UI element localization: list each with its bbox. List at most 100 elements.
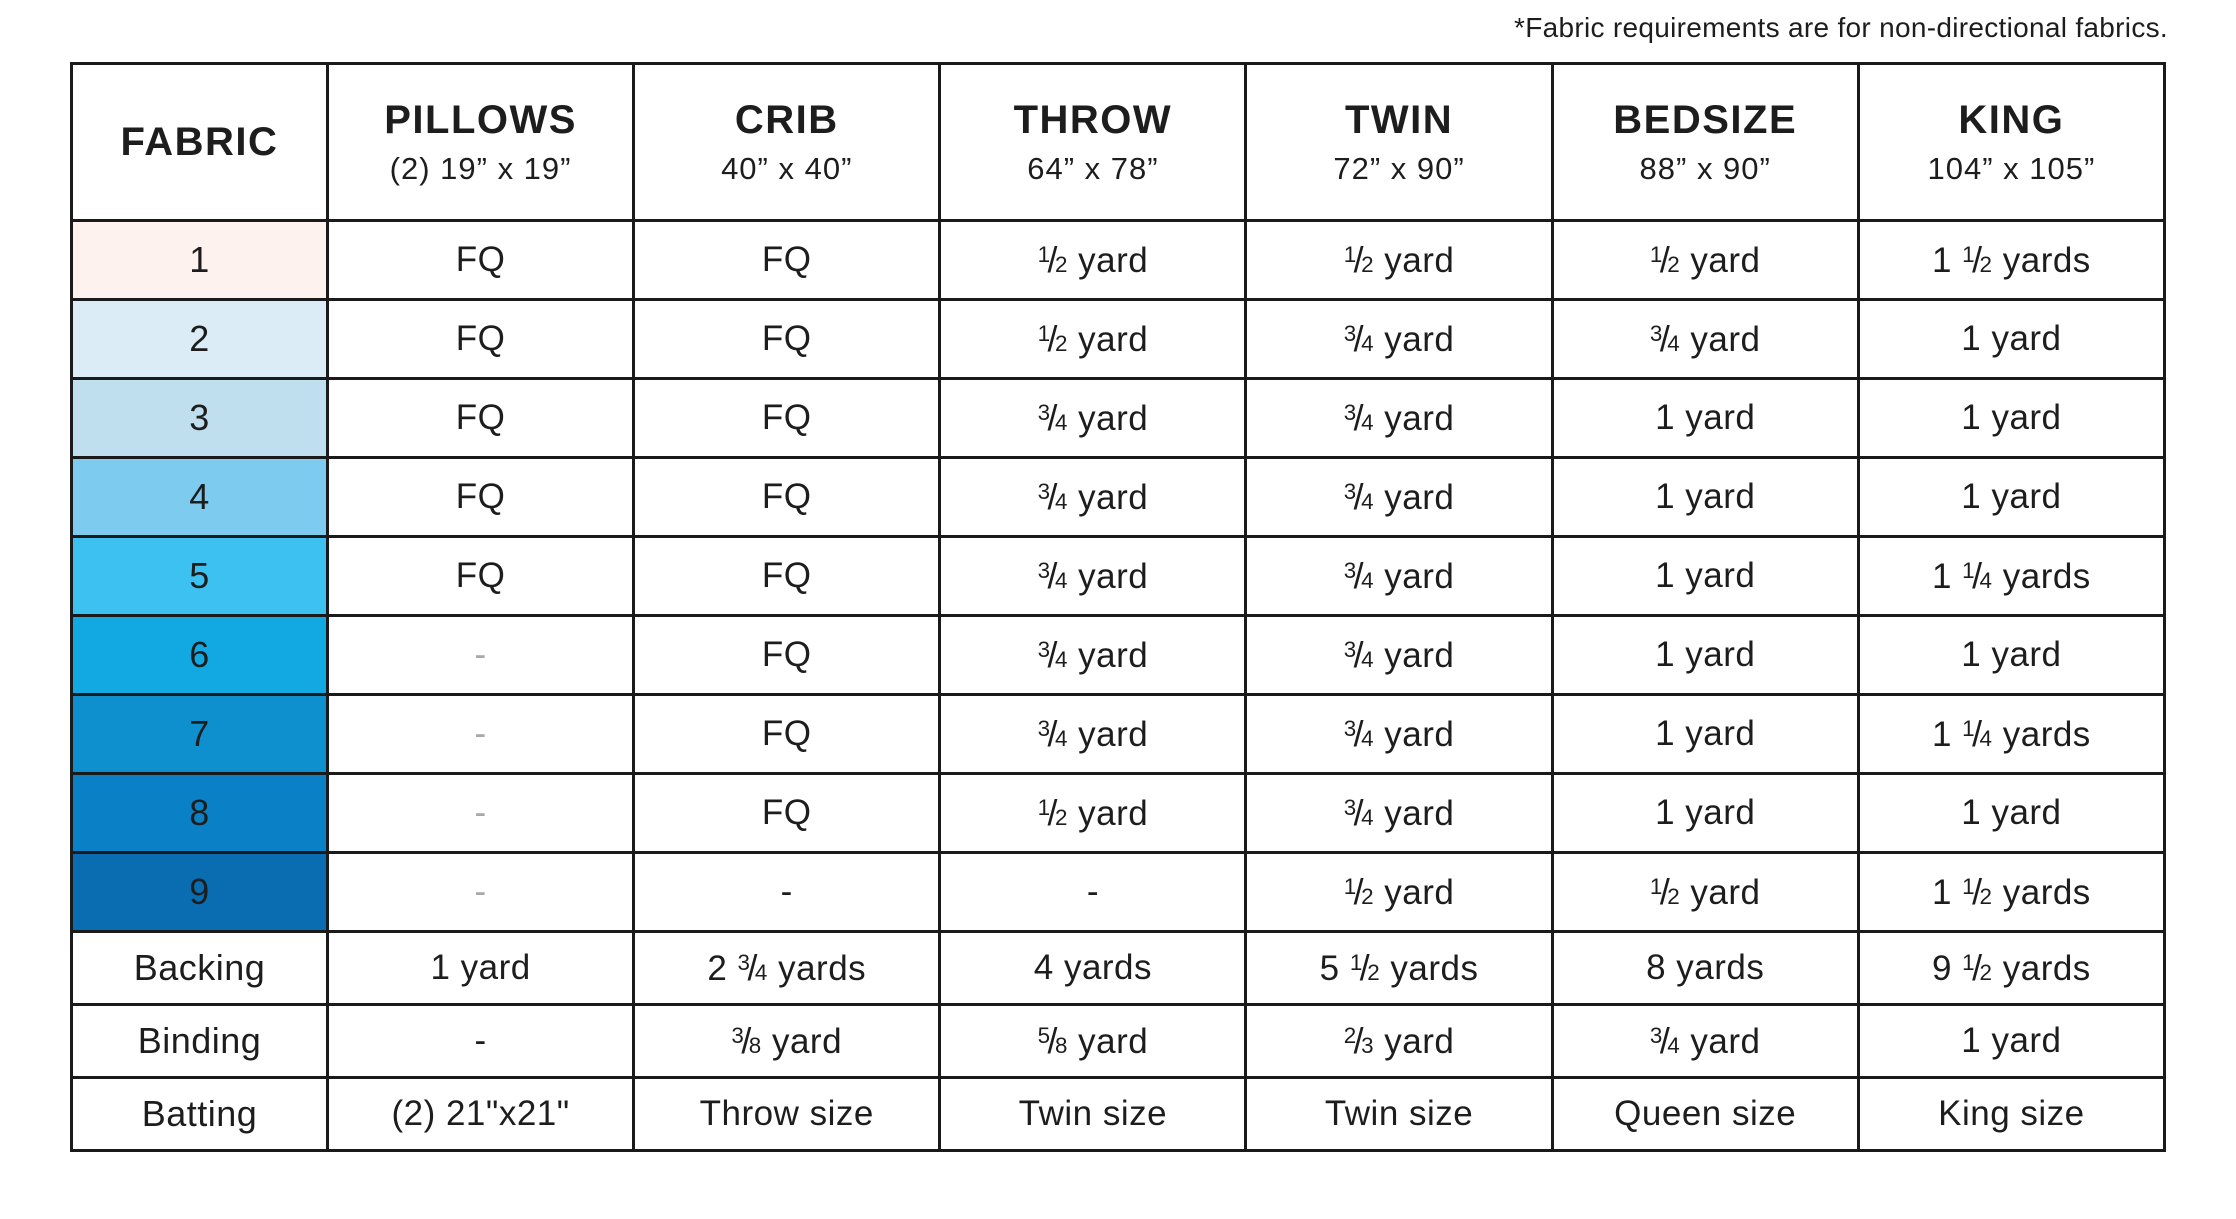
value-cell: - xyxy=(325,851,636,933)
fabric-swatch-cell: 3 xyxy=(70,377,329,459)
fraction: 3/4 xyxy=(1343,634,1375,675)
fraction: 1/2 xyxy=(1037,318,1068,359)
value-cell: 1 yard xyxy=(1550,614,1860,696)
value-cell: FQ xyxy=(632,377,942,459)
value-cell: 1 yard xyxy=(1550,535,1860,617)
table-row: Binding -3/8 yard 5/8 yard 2/3 yard 3/4 yard… xyxy=(70,1003,2167,1079)
value-cell: FQ xyxy=(325,456,636,538)
fraction: 3/4 xyxy=(1343,476,1375,517)
table-row: 1 FQ FQ 1/2 yard 1/2 yard 1/2 yard 1 1/2 yards xyxy=(70,219,2167,301)
value-cell: 1 yard xyxy=(1856,772,2167,854)
value-cell: 5 1/2 yards xyxy=(1244,930,1554,1006)
column-size: 72” x 90” xyxy=(1333,150,1465,186)
column-size: 40” x 40” xyxy=(721,150,853,186)
value-cell: Twin size xyxy=(938,1076,1248,1152)
value-cell: 3/4 yard xyxy=(1244,614,1554,696)
value-cell: - xyxy=(632,851,942,933)
column-label: THROW xyxy=(1013,97,1173,142)
fraction: 3/4 xyxy=(1343,397,1375,438)
fabric-swatch-cell: 7 xyxy=(70,693,329,775)
value-cell: FQ xyxy=(325,535,636,617)
value-cell: 1 yard xyxy=(1856,298,2167,380)
fabric-swatch-cell: 4 xyxy=(70,456,329,538)
value-cell: 1 yard xyxy=(1856,377,2167,459)
column-label: FABRIC xyxy=(120,119,279,164)
column-label: BEDSIZE xyxy=(1613,97,1798,142)
column-size: 88” x 90” xyxy=(1639,150,1771,186)
column-header-twin: TWIN 72” x 90” xyxy=(1244,62,1554,222)
value-cell: 1 yard xyxy=(1550,772,1860,854)
value-cell: 3/4 yard xyxy=(1244,772,1554,854)
value-cell: FQ xyxy=(632,535,942,617)
fraction: 3/4 xyxy=(1343,318,1375,359)
value-cell: 1 yard xyxy=(1856,1003,2167,1079)
table-row: 3 FQ FQ 3/4 yard 3/4 yard 1 yard 1 yard xyxy=(70,377,2167,459)
fraction: 3/4 xyxy=(1037,397,1068,438)
fraction: 1/4 xyxy=(1962,555,1993,596)
value-cell: 1 yard xyxy=(1856,614,2167,696)
table-row: 2 FQ FQ 1/2 yard 3/4 yard 3/4 yard 1 yard xyxy=(70,298,2167,380)
value-cell: 1 yard xyxy=(1550,377,1860,459)
fabric-swatch-cell: 5 xyxy=(70,535,329,617)
value-cell: 3/4 yard xyxy=(1550,1003,1860,1079)
value-cell: 3/4 yard xyxy=(1244,456,1554,538)
value-cell: 2 3/4 yards xyxy=(632,930,942,1006)
value-cell: 1 1/2 yards xyxy=(1856,851,2167,933)
value-cell: 1 1/2 yards xyxy=(1856,219,2167,301)
column-header-king: KING 104” x 105” xyxy=(1856,62,2167,222)
value-cell: 3/4 yard xyxy=(1244,298,1554,380)
fraction: 1/2 xyxy=(1343,239,1375,280)
value-cell: - xyxy=(325,693,636,775)
table-row: Backing 1 yard 2 3/4 yards 4 yards 5 1/2 yar… xyxy=(70,930,2167,1006)
fraction: 1/2 xyxy=(1962,239,1993,280)
fraction: 3/4 xyxy=(1343,555,1375,596)
fraction: 3/4 xyxy=(1343,713,1375,754)
fabric-requirements-table: FABRIC PILLOWS (2) 19” x 19” CRIB 40” x 40” T… xyxy=(70,62,2167,1152)
value-cell: - xyxy=(325,614,636,696)
value-cell: FQ xyxy=(632,693,942,775)
column-size: (2) 19” x 19” xyxy=(389,150,572,186)
fabric-note: *Fabric requirements are for non-directi… xyxy=(1514,12,2168,43)
fraction: 3/4 xyxy=(1037,555,1068,596)
value-cell: 3/4 yard xyxy=(938,693,1248,775)
value-cell: 1 1/4 yards xyxy=(1856,693,2167,775)
fraction: 3/4 xyxy=(737,947,768,988)
value-cell: 3/4 yard xyxy=(938,456,1248,538)
value-cell: 1 yard xyxy=(325,930,636,1006)
value-cell: 3/4 yard xyxy=(938,614,1248,696)
value-cell: 3/4 yard xyxy=(938,377,1248,459)
value-cell: FQ xyxy=(325,219,636,301)
value-cell: FQ xyxy=(325,298,636,380)
fraction: 1/2 xyxy=(1649,239,1681,280)
value-cell: 1 yard xyxy=(1550,693,1860,775)
fraction: 1/2 xyxy=(1649,871,1681,912)
fraction: 1/2 xyxy=(1037,239,1068,280)
value-cell: 1/2 yard xyxy=(938,772,1248,854)
value-cell: 1 1/4 yards xyxy=(1856,535,2167,617)
column-label: CRIB xyxy=(734,97,839,142)
value-cell: King size xyxy=(1856,1076,2167,1152)
value-cell: Twin size xyxy=(1244,1076,1554,1152)
value-cell: 1/2 yard xyxy=(938,298,1248,380)
value-cell: 9 1/2 yards xyxy=(1856,930,2167,1006)
column-label: PILLOWS xyxy=(384,97,577,142)
table-row: 6- FQ 3/4 yard 3/4 yard 1 yard 1 yard xyxy=(70,614,2167,696)
column-size: 104” x 105” xyxy=(1927,150,2096,186)
fabric-swatch-cell: 9 xyxy=(70,851,329,933)
table-row: 7- FQ 3/4 yard 3/4 yard 1 yard 1 1/4 yards xyxy=(70,693,2167,775)
value-cell: 1 yard xyxy=(1856,456,2167,538)
table-row: 9- - -1/2 yard 1/2 yard 1 1/2 yards xyxy=(70,851,2167,933)
table-body: 1 FQ FQ 1/2 yard 1/2 yard 1/2 yard 1 1/2 yards… xyxy=(70,219,2167,1152)
column-label: KING xyxy=(1958,97,2065,142)
value-cell: Queen size xyxy=(1550,1076,1860,1152)
table-row: Batting (2) 21"x21" Throw size Twin size Twi… xyxy=(70,1076,2167,1152)
table-row: 4 FQ FQ 3/4 yard 3/4 yard 1 yard 1 yard xyxy=(70,456,2167,538)
fraction: 3/4 xyxy=(1343,792,1375,833)
fabric-swatch-cell: 1 xyxy=(70,219,329,301)
value-cell: Throw size xyxy=(632,1076,942,1152)
fraction: 3/4 xyxy=(1649,1020,1681,1061)
value-cell: FQ xyxy=(632,614,942,696)
table-row: 8- FQ 1/2 yard 3/4 yard 1 yard 1 yard xyxy=(70,772,2167,854)
value-cell: 1/2 yard xyxy=(1550,851,1860,933)
value-cell: 1 yard xyxy=(1550,456,1860,538)
